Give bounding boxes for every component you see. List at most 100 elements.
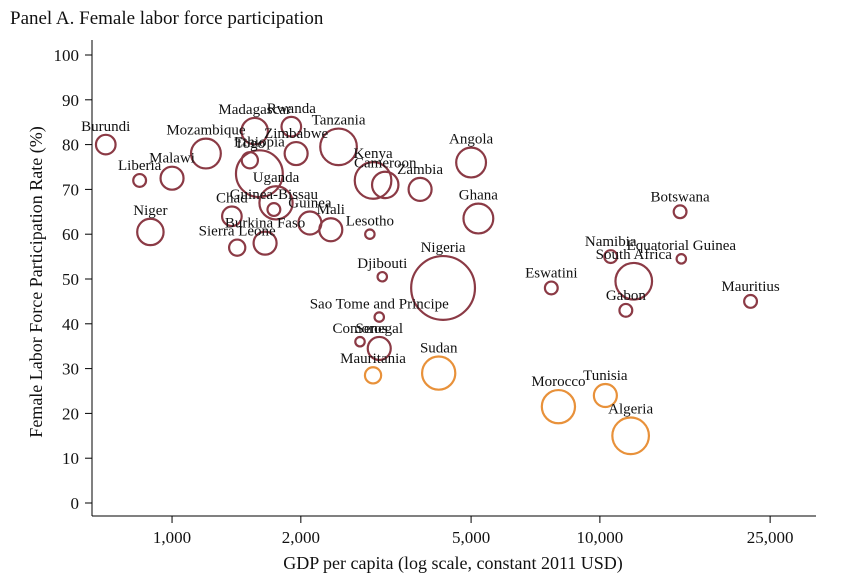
data-point-equatorial-guinea xyxy=(675,253,688,265)
data-point-mauritius xyxy=(743,293,759,309)
data-point-burkina-faso xyxy=(252,230,278,256)
data-point-gabon xyxy=(618,302,634,318)
point-label-guinea: Guinea xyxy=(288,196,332,212)
y-tick-label: 70 xyxy=(62,180,79,199)
point-label-djibouti: Djibouti xyxy=(357,256,407,272)
point-label-mali: Mali xyxy=(317,202,345,218)
point-label-burkina-faso: Burkina Faso xyxy=(225,216,305,232)
point-label-angola: Angola xyxy=(449,132,494,148)
y-tick-label: 10 xyxy=(62,449,79,468)
data-point-liberia xyxy=(132,172,148,188)
y-tick-label: 40 xyxy=(62,315,79,334)
data-point-kenya xyxy=(353,161,393,200)
point-label-gabon: Gabon xyxy=(606,288,646,304)
data-point-nigeria xyxy=(410,254,477,321)
point-label-lesotho: Lesotho xyxy=(346,214,394,230)
point-label-guinea-bissau: Guinea-Bissau xyxy=(230,187,319,203)
y-tick-label: 60 xyxy=(62,225,79,244)
point-label-algeria: Algeria xyxy=(608,402,653,418)
y-tick-label: 0 xyxy=(71,494,80,513)
point-label-south-africa: South Africa xyxy=(596,247,673,263)
data-point-namibia xyxy=(603,249,619,265)
point-label-eswatini: Eswatini xyxy=(525,266,578,282)
data-point-zimbabwe xyxy=(283,140,309,167)
y-tick-label: 30 xyxy=(62,360,79,379)
point-label-comoros: Comoros xyxy=(332,321,387,337)
x-tick-label: 5,000 xyxy=(452,528,490,547)
point-label-mozambique: Mozambique xyxy=(166,123,245,139)
point-label-togo: Togo xyxy=(235,136,266,152)
point-label-madagascar: Madagascar xyxy=(218,102,290,118)
data-point-tanzania xyxy=(319,127,358,167)
data-point-mozambique xyxy=(189,137,222,170)
x-tick-label: 10,000 xyxy=(577,528,624,547)
point-label-mauritius: Mauritius xyxy=(721,279,779,295)
data-point-mali xyxy=(318,217,344,243)
x-tick-label: 2,000 xyxy=(282,528,320,547)
y-tick-label: 100 xyxy=(54,46,80,65)
data-point-guinea-bissau xyxy=(266,202,282,218)
data-point-chad xyxy=(220,205,243,228)
point-label-senegal: Senegal xyxy=(356,321,403,337)
y-tick-label: 50 xyxy=(62,270,79,289)
point-label-botswana: Botswana xyxy=(651,189,711,205)
data-point-lesotho xyxy=(364,228,376,240)
data-point-togo xyxy=(240,151,260,170)
point-label-kenya: Kenya xyxy=(353,146,392,162)
y-tick-label: 20 xyxy=(62,404,79,423)
data-point-rwanda xyxy=(280,115,303,138)
y-axis-label: Female Labor Force Participation Rate (%… xyxy=(26,126,47,437)
point-label-niger: Niger xyxy=(133,203,167,219)
data-point-djibouti xyxy=(376,270,389,283)
point-label-sierra-leone: Sierra Leone xyxy=(199,224,276,240)
x-tick-label: 25,000 xyxy=(747,528,794,547)
point-label-equatorial-guinea: Equatorial Guinea xyxy=(627,238,737,254)
data-point-south-africa xyxy=(614,261,654,301)
point-label-zimbabwe: Zimbabwe xyxy=(264,126,328,142)
point-label-ethiopia: Ethiopia xyxy=(234,134,285,150)
point-label-sudan: Sudan xyxy=(420,340,458,356)
data-point-mauritania xyxy=(363,366,383,385)
point-label-malawi: Malawi xyxy=(149,151,195,167)
data-point-tunisia xyxy=(592,382,618,409)
point-label-sao-tome-and-principe: Sao Tome and Principe xyxy=(310,296,449,312)
point-label-burundi: Burundi xyxy=(81,119,130,135)
data-point-botswana xyxy=(672,204,688,220)
x-tick-label: 1,000 xyxy=(153,528,191,547)
point-label-tanzania: Tanzania xyxy=(312,113,366,129)
point-label-namibia: Namibia xyxy=(585,234,637,250)
data-point-madagascar xyxy=(240,116,269,146)
data-point-comoros xyxy=(354,335,366,348)
point-label-ghana: Ghana xyxy=(459,188,498,204)
point-label-rwanda: Rwanda xyxy=(267,101,316,117)
data-points xyxy=(94,115,759,456)
data-point-sao-tome-and-principe xyxy=(373,311,386,323)
point-label-liberia: Liberia xyxy=(118,158,162,174)
y-tick-label: 90 xyxy=(62,91,79,110)
data-point-senegal xyxy=(366,335,392,362)
data-point-algeria xyxy=(611,416,651,456)
point-label-nigeria: Nigeria xyxy=(421,240,466,256)
data-point-niger xyxy=(136,217,165,247)
data-point-uganda xyxy=(258,185,294,221)
data-point-burundi xyxy=(94,133,117,156)
y-tick-label: 80 xyxy=(62,136,79,155)
point-label-morocco: Morocco xyxy=(531,374,585,390)
data-point-eswatini xyxy=(543,280,559,296)
data-point-ghana xyxy=(462,202,495,235)
point-label-chad: Chad xyxy=(216,190,248,206)
chart-title: Panel A. Female labor force participatio… xyxy=(10,8,324,29)
point-label-zambia: Zambia xyxy=(397,162,443,178)
data-point-sudan xyxy=(420,355,457,391)
point-label-cameroon: Cameroon xyxy=(354,156,417,172)
data-point-morocco xyxy=(540,388,577,425)
data-point-sierra-leone xyxy=(227,238,247,257)
data-point-malawi xyxy=(159,165,185,191)
point-label-mauritania: Mauritania xyxy=(340,351,406,367)
x-axis-label: GDP per capita (log scale, constant 2011… xyxy=(283,553,623,574)
point-label-tunisia: Tunisia xyxy=(583,368,628,384)
point-label-uganda: Uganda xyxy=(253,170,300,186)
axes: 0 10 20 30 40 50 60 70 80 90 100 1,000 2,000 5,000 10,… xyxy=(54,40,816,547)
